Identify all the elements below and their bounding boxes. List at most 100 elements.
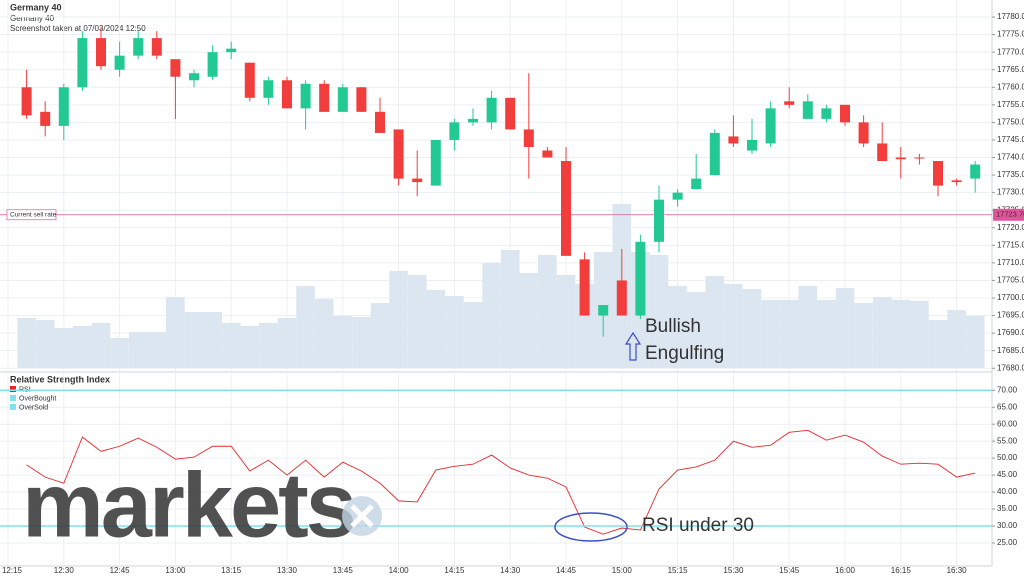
volume-bar — [445, 296, 464, 368]
watermark: markets — [22, 454, 354, 556]
candle-body — [430, 139, 441, 186]
candle-body — [840, 104, 850, 123]
x-tick-label: 12:30 — [54, 566, 75, 575]
annotation-ellipse — [554, 512, 628, 542]
y-tick-label: 17775.00 — [997, 30, 1024, 39]
candle-body — [96, 38, 106, 67]
y-tick-label: 17755.00 — [997, 100, 1024, 109]
legend-label: OverSold — [19, 404, 48, 411]
current-rate-value: 17723.70 — [996, 210, 1024, 219]
x-tick-label: 14:45 — [556, 566, 577, 575]
candle-body — [468, 118, 478, 123]
candle-body — [672, 192, 683, 200]
candle-body — [598, 305, 609, 316]
candle-body — [226, 48, 237, 53]
y-tick-label: 17760.00 — [997, 82, 1024, 91]
x-tick-label: 16:30 — [947, 566, 968, 575]
candle-body — [319, 83, 330, 112]
y-tick-label: 45.00 — [997, 470, 1018, 479]
annotation-text: RSI under 30 — [642, 515, 754, 536]
annotation-text: Bullish — [645, 316, 701, 337]
candle-body — [393, 129, 404, 179]
volume-bar — [686, 292, 706, 368]
volume-bar — [854, 303, 873, 368]
candle-body — [356, 87, 367, 112]
y-tick-label: 17740.00 — [997, 153, 1024, 162]
x-tick-label: 14:30 — [500, 566, 521, 575]
candle-body — [877, 143, 888, 162]
volume-bar — [538, 255, 557, 368]
candle-body — [747, 139, 757, 151]
volume-bar — [352, 317, 371, 368]
candle-body — [58, 87, 69, 126]
volume-bar — [835, 288, 855, 368]
y-tick-label: 17750.00 — [997, 117, 1024, 126]
volume-bar — [17, 318, 36, 368]
candle-body — [933, 161, 943, 186]
volume-bar — [872, 297, 892, 368]
candle-body — [207, 52, 218, 77]
annotation-arrow — [624, 331, 642, 361]
y-tick-label: 17730.00 — [997, 188, 1024, 197]
y-tick-label: 50.00 — [997, 453, 1018, 462]
y-tick-label: 60.00 — [997, 419, 1018, 428]
candle-body — [282, 80, 292, 109]
volume-bar — [54, 328, 74, 368]
volume-bar — [110, 338, 129, 368]
x-tick-label: 15:15 — [668, 566, 689, 575]
x-tick-label: 12:45 — [110, 566, 131, 575]
y-tick-label: 17710.00 — [997, 258, 1024, 267]
x-tick-label: 12:15 — [2, 566, 23, 575]
candle-body — [133, 38, 144, 56]
y-tick-label: 17745.00 — [997, 135, 1024, 144]
chart-title: Germany 40 — [10, 2, 62, 12]
candle-body — [244, 62, 255, 98]
x-tick-label: 16:00 — [835, 566, 856, 575]
x-tick-label: 14:00 — [389, 566, 410, 575]
candle-body — [914, 157, 925, 159]
logo-x — [350, 504, 374, 528]
volume-bar — [500, 250, 520, 368]
annotation-text: Engulfing — [645, 343, 724, 364]
candle-body — [802, 101, 813, 119]
volume-bar — [556, 275, 576, 368]
candle-body — [449, 122, 460, 140]
volume-bar — [426, 290, 446, 368]
candle-body — [337, 87, 348, 112]
volume-bar — [333, 316, 353, 368]
watermark-logo — [342, 496, 382, 536]
candle-body — [635, 241, 646, 316]
volume-bar — [203, 312, 222, 368]
candle-body — [77, 38, 88, 88]
x-tick-label: 15:30 — [723, 566, 744, 575]
x-tick-label: 13:45 — [333, 566, 354, 575]
volume-bar — [947, 310, 966, 368]
volume-bar — [166, 297, 185, 368]
candle-body — [375, 111, 385, 133]
candle-body — [709, 132, 720, 176]
candle-body — [858, 122, 869, 144]
volume-bar — [389, 271, 408, 368]
x-tick-label: 16:15 — [891, 566, 912, 575]
candle-body — [951, 180, 962, 183]
y-tick-label: 65.00 — [997, 402, 1018, 411]
volume-bar — [147, 332, 167, 368]
y-tick-label: 25.00 — [997, 538, 1018, 547]
candle-body — [21, 87, 32, 116]
x-tick-label: 15:45 — [779, 566, 800, 575]
volume-bar — [240, 326, 260, 368]
current-rate-tag — [6, 209, 57, 221]
y-tick-label: 17720.00 — [997, 223, 1024, 232]
y-tick-label: 17765.00 — [997, 65, 1024, 74]
y-tick-label: 17685.00 — [997, 346, 1024, 355]
y-tick-label: 17715.00 — [997, 240, 1024, 249]
candle-body — [40, 111, 51, 126]
x-tick-label: 13:30 — [277, 566, 298, 575]
candle-body — [728, 136, 739, 144]
candle-body — [765, 108, 776, 144]
candle-body — [616, 280, 627, 316]
volume-bar — [35, 320, 55, 368]
candle-body — [821, 108, 832, 119]
y-tick-label: 17695.00 — [997, 311, 1024, 320]
